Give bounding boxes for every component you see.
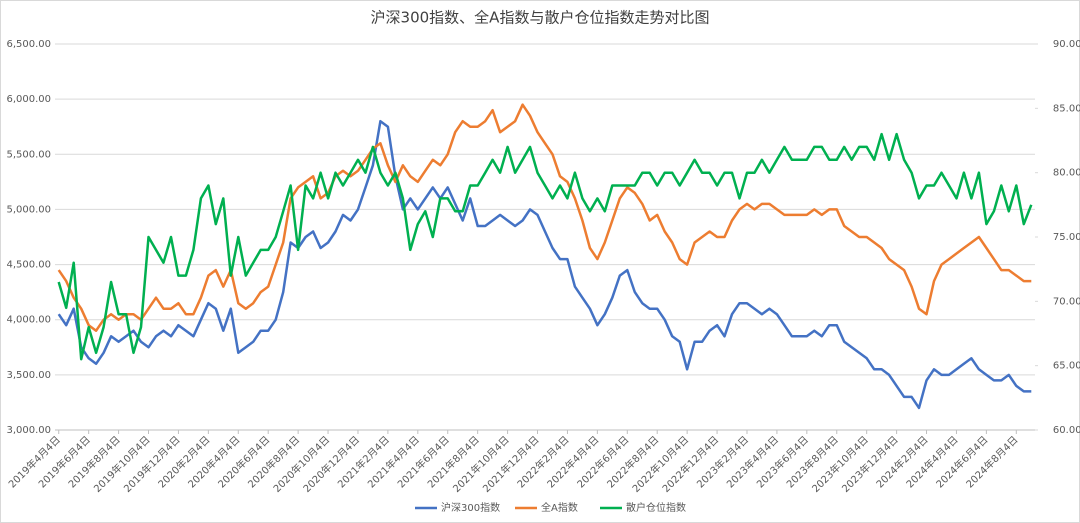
chart-title: 沪深300指数、全A指数与散户仓位指数走势对比图 xyxy=(371,9,710,27)
y2-tick-label: 75.00% xyxy=(1053,232,1080,243)
y2-tick-label: 60.00% xyxy=(1053,425,1080,436)
series-line xyxy=(57,103,1032,332)
series-line xyxy=(57,132,1033,361)
y2-tick-label: 65.00% xyxy=(1053,361,1080,372)
y-tick-label: 5,000.00 xyxy=(6,204,51,215)
y2-tick-label: 85.00% xyxy=(1053,103,1080,114)
y-tick-label: 4,000.00 xyxy=(6,315,51,326)
legend-label: 全A指数 xyxy=(541,501,578,514)
y-tick-label: 6,500.00 xyxy=(6,39,51,50)
y-tick-label: 3,500.00 xyxy=(6,370,51,381)
y-tick-label: 6,000.00 xyxy=(6,94,51,105)
legend-label: 沪深300指数 xyxy=(441,501,500,514)
y-tick-label: 3,000.00 xyxy=(6,425,51,436)
y2-tick-label: 70.00% xyxy=(1053,296,1080,307)
y2-tick-label: 90.00% xyxy=(1053,39,1080,50)
y-tick-label: 5,500.00 xyxy=(6,149,51,160)
y-tick-label: 4,500.00 xyxy=(6,260,51,271)
series-line xyxy=(57,119,1032,410)
y2-tick-label: 80.00% xyxy=(1053,168,1080,179)
legend-label: 散户仓位指数 xyxy=(626,501,686,514)
